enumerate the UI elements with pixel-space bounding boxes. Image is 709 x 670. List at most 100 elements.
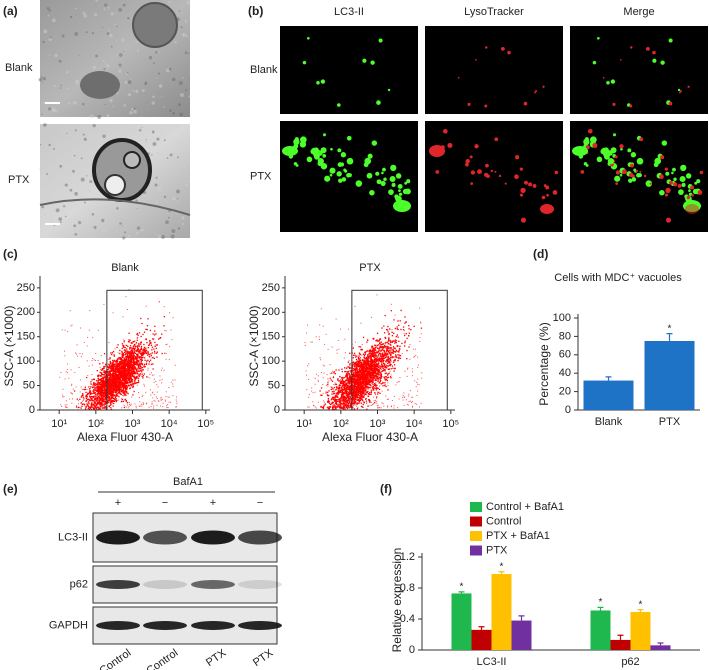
event [98, 378, 100, 381]
event [165, 358, 167, 360]
em-grain [125, 73, 128, 76]
dot [390, 164, 397, 172]
event [132, 356, 135, 358]
event [392, 356, 394, 358]
em-grain [155, 233, 157, 235]
event [156, 344, 159, 346]
event [113, 364, 116, 366]
dot [659, 174, 664, 180]
event [128, 372, 130, 374]
event [338, 405, 341, 407]
event [118, 370, 120, 372]
event [133, 377, 136, 379]
event [384, 372, 386, 375]
event [349, 374, 351, 376]
event [113, 365, 115, 368]
event [393, 370, 395, 372]
event [372, 373, 375, 375]
event [90, 402, 93, 404]
dot [381, 171, 384, 175]
event [125, 381, 127, 383]
event [377, 350, 379, 353]
em-grain [47, 14, 50, 17]
event [170, 381, 172, 383]
event [109, 364, 111, 366]
event [132, 367, 135, 369]
event [404, 340, 406, 342]
dot [341, 177, 347, 182]
dot [367, 153, 373, 159]
event [158, 338, 160, 340]
em-grain [43, 148, 46, 151]
event [111, 373, 113, 376]
event [126, 381, 129, 383]
event [357, 393, 360, 396]
event [137, 380, 140, 382]
event [356, 381, 359, 384]
event [161, 367, 163, 369]
event [131, 370, 133, 372]
event [133, 348, 136, 350]
em-grain [122, 3, 126, 7]
em-grain [185, 88, 188, 91]
event [164, 352, 166, 354]
event [385, 372, 387, 374]
event [337, 389, 339, 391]
event [119, 352, 121, 355]
event [368, 393, 370, 396]
event [137, 334, 139, 336]
dot [371, 140, 378, 146]
event [129, 360, 131, 362]
event [142, 352, 144, 354]
dot [677, 88, 681, 92]
event [122, 373, 125, 375]
event [103, 380, 106, 382]
event [109, 384, 112, 386]
event [100, 387, 102, 389]
event [372, 359, 374, 361]
event [127, 365, 129, 368]
event [369, 381, 371, 384]
event [95, 396, 97, 398]
dot [299, 136, 307, 144]
event [139, 356, 142, 358]
em-grain [48, 37, 53, 41]
event [131, 358, 133, 361]
event [133, 372, 136, 375]
em-grain [148, 56, 153, 60]
em-grain [174, 164, 178, 168]
event [128, 371, 130, 373]
event [359, 364, 362, 366]
event [127, 379, 129, 381]
event [331, 393, 333, 395]
event [367, 355, 369, 357]
event [135, 372, 137, 375]
row-label: Blank [250, 64, 278, 76]
em-grain [60, 128, 64, 132]
event [132, 357, 134, 359]
event [359, 381, 361, 383]
event [360, 397, 362, 399]
event [72, 388, 74, 390]
event [83, 388, 85, 391]
event [116, 376, 118, 378]
em-grain [179, 112, 184, 117]
blob [685, 204, 699, 214]
event [398, 347, 401, 350]
event [115, 400, 117, 403]
event [115, 395, 117, 397]
dot [606, 80, 610, 85]
event [98, 403, 101, 405]
event [139, 358, 142, 361]
event [121, 347, 123, 350]
event [120, 361, 122, 363]
event [112, 372, 114, 374]
event [93, 378, 95, 381]
event [102, 406, 104, 408]
event [81, 389, 83, 391]
event [113, 387, 115, 389]
event [99, 371, 101, 373]
event [331, 380, 334, 382]
dot [329, 167, 336, 174]
event [327, 407, 329, 410]
